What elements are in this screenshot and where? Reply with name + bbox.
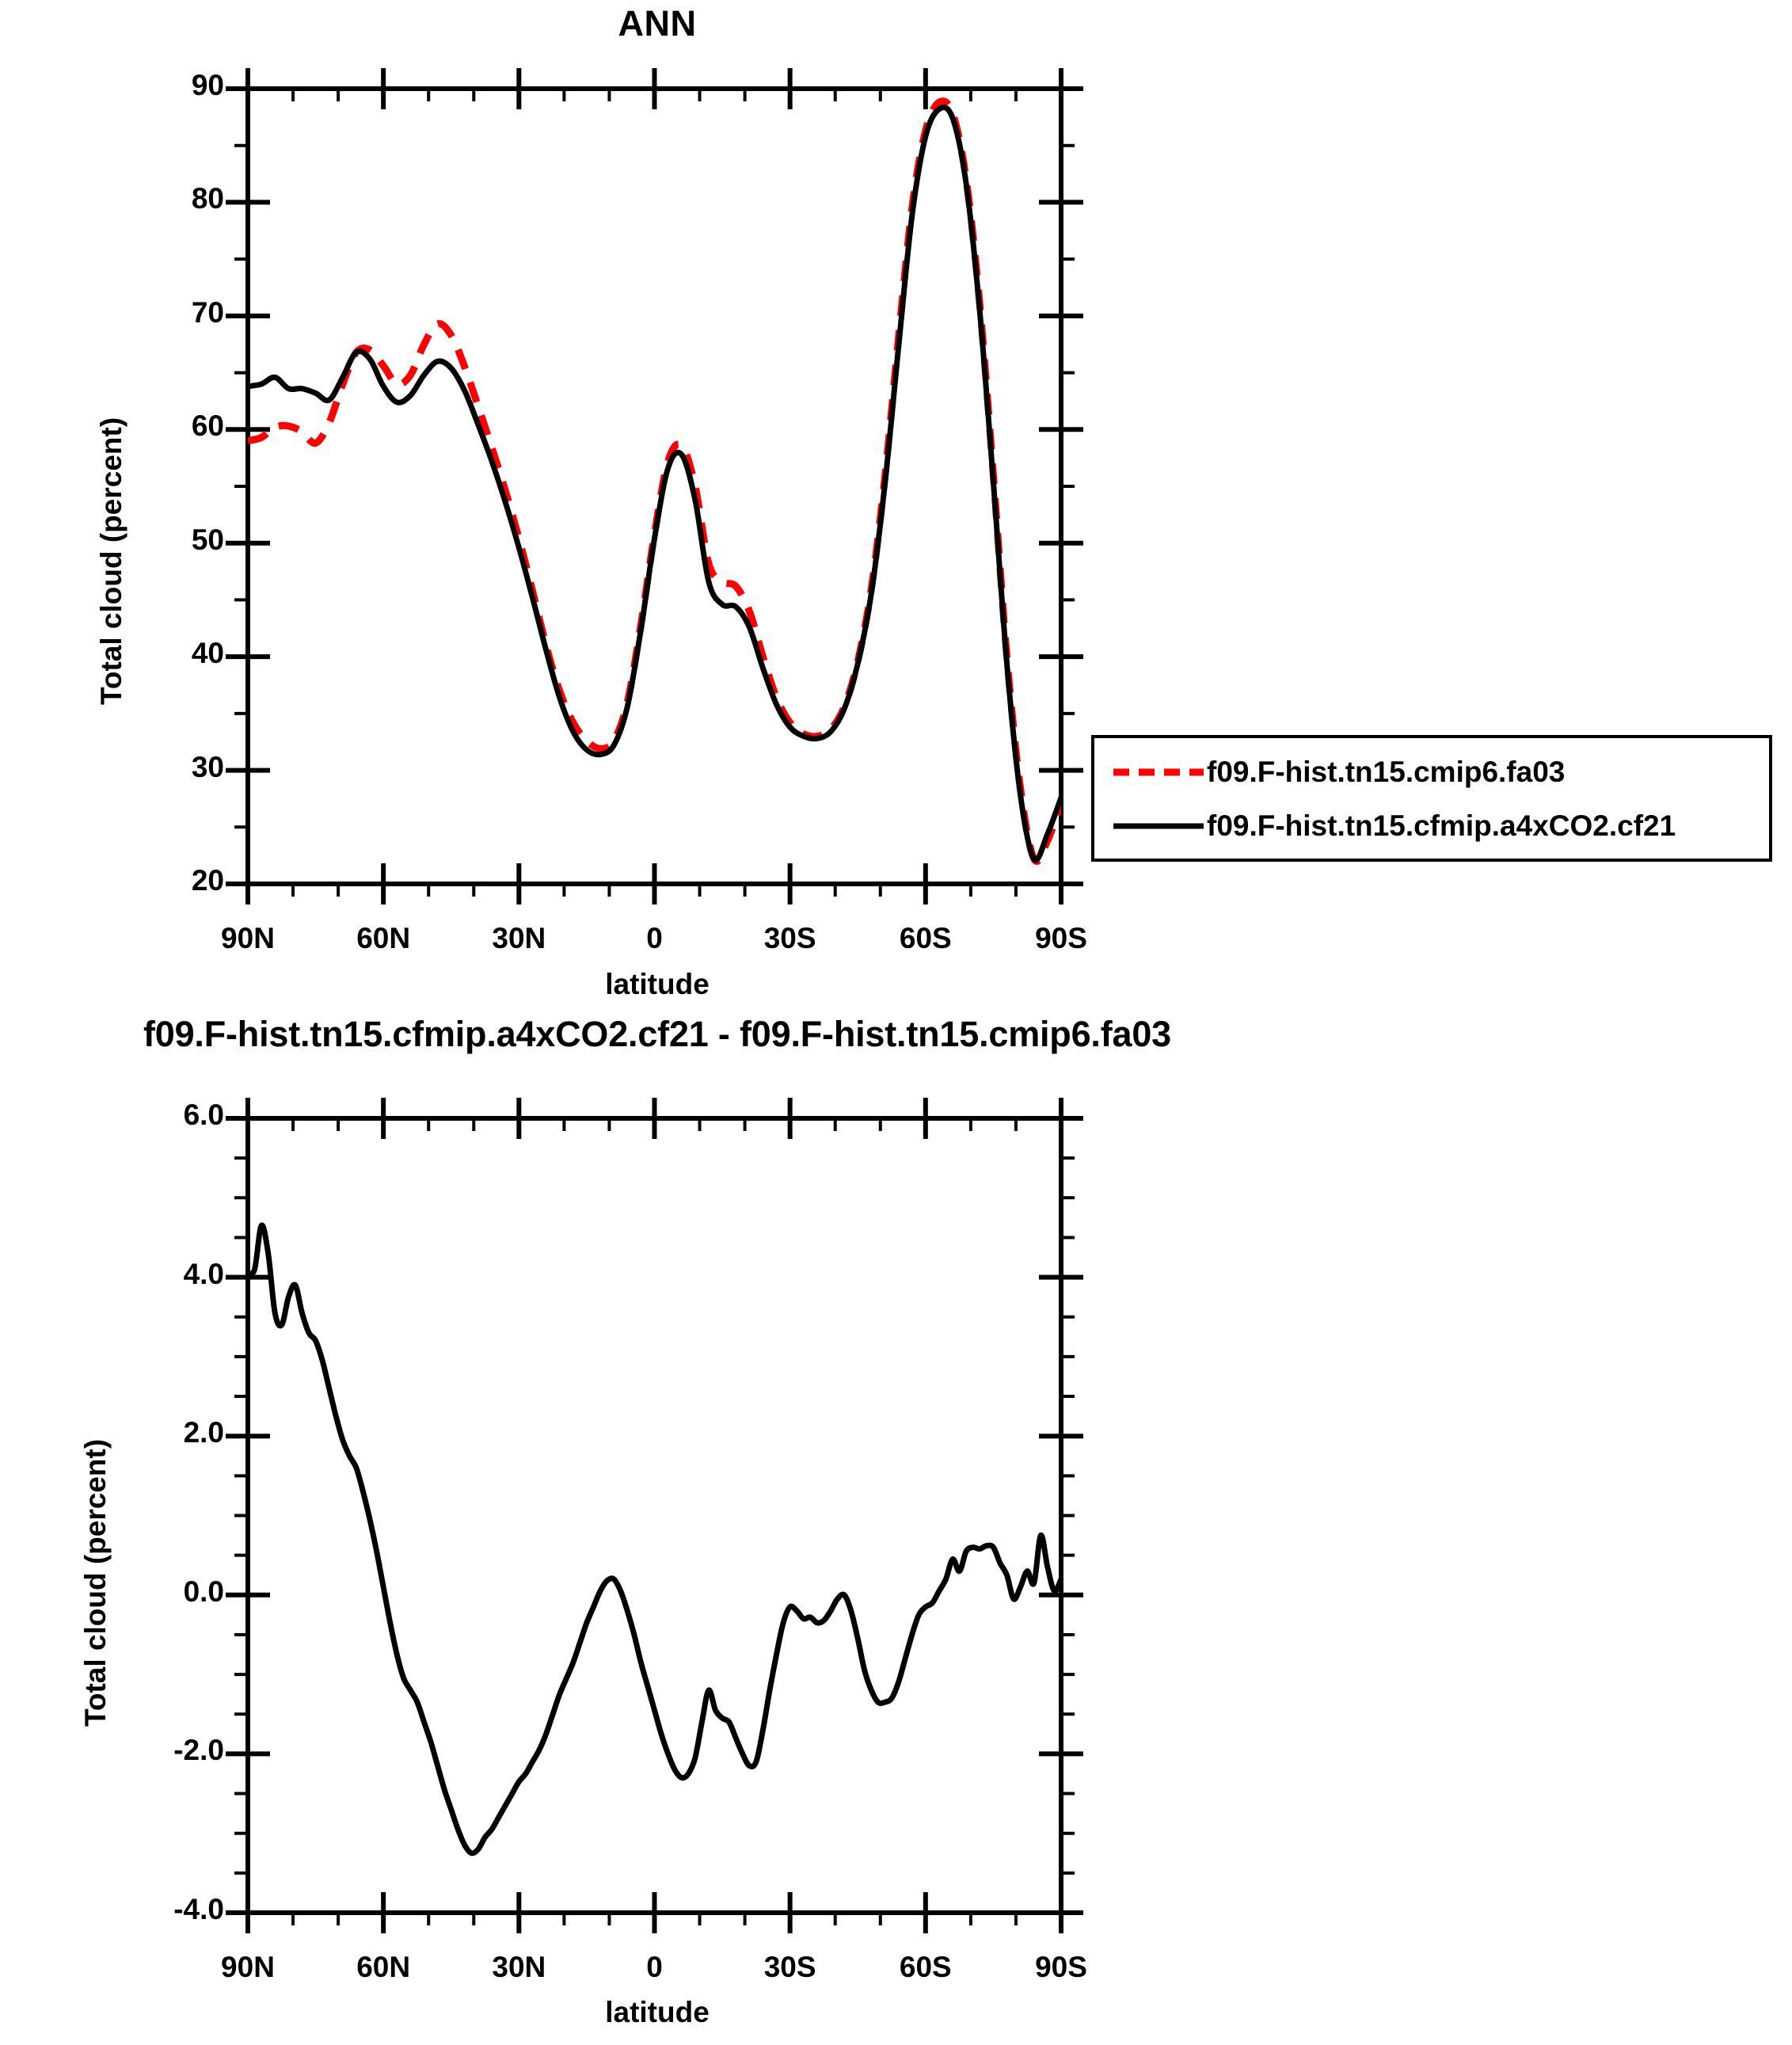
x-tick-label: 90N — [221, 1951, 275, 1983]
x-tick-label: 30S — [763, 922, 816, 954]
diff-panel-x-axis-label: latitude — [605, 1996, 710, 2028]
legend-line-dashed-red — [1112, 760, 1205, 784]
top-panel-x-axis-label: latitude — [605, 968, 710, 1000]
y-tick-label: 40 — [191, 637, 224, 670]
y-tick-label: 4.0 — [183, 1257, 224, 1290]
y-tick-label: 30 — [191, 750, 224, 783]
x-tick-label: 90N — [221, 922, 275, 954]
x-tick-label: 90S — [1035, 922, 1087, 954]
y-tick-label: 90 — [191, 69, 224, 101]
series-line-black-solid — [248, 1222, 1061, 1856]
y-tick-label: 60 — [191, 409, 224, 443]
x-tick-label: 90S — [1035, 1951, 1087, 1983]
legend-label-1: f09.F-hist.tn15.cfmip.a4xCO2.cf21 — [1207, 809, 1676, 842]
y-tick-label: 50 — [191, 523, 224, 556]
y-tick-label: -4.0 — [173, 1893, 224, 1925]
legend: f09.F-hist.tn15.cmip6.fa03 f09.F-hist.tn… — [1091, 735, 1772, 862]
y-tick-label: -2.0 — [173, 1734, 224, 1767]
top-panel-title: ANN — [618, 3, 697, 44]
legend-label-0: f09.F-hist.tn15.cmip6.fa03 — [1207, 756, 1566, 788]
y-tick-label: 6.0 — [183, 1099, 224, 1131]
x-tick-label: 60N — [356, 1951, 411, 1983]
top-panel-plot — [226, 68, 1083, 904]
legend-entry-cfmip-a4xco2-cf21[interactable]: f09.F-hist.tn15.cfmip.a4xCO2.cf21 — [1094, 798, 1769, 854]
x-tick-label: 30N — [492, 922, 546, 954]
x-tick-label: 30N — [492, 1951, 546, 1983]
x-tick-label: 60N — [356, 922, 411, 954]
x-tick-label: 60S — [899, 922, 952, 954]
x-tick-label: 30S — [763, 1951, 816, 1983]
x-tick-label: 0 — [646, 1951, 663, 1983]
diff-panel-plot — [226, 1098, 1083, 1933]
diff-panel-title: f09.F-hist.tn15.cfmip.a4xCO2.cf21 - f09.… — [143, 1014, 1171, 1054]
y-tick-label: 80 — [191, 182, 224, 215]
y-tick-label: 20 — [191, 864, 224, 897]
y-tick-label: 70 — [191, 295, 224, 329]
series-line-black-solid — [248, 105, 1061, 863]
x-tick-label: 0 — [646, 922, 663, 954]
series-line-red-dashed — [248, 97, 1061, 865]
legend-line-solid-black — [1112, 814, 1205, 838]
x-tick-label: 60S — [899, 1951, 952, 1983]
legend-entry-cmip6-fa03[interactable]: f09.F-hist.tn15.cmip6.fa03 — [1094, 745, 1769, 800]
y-tick-label: 2.0 — [183, 1416, 224, 1449]
y-tick-label: 0.0 — [183, 1575, 224, 1608]
